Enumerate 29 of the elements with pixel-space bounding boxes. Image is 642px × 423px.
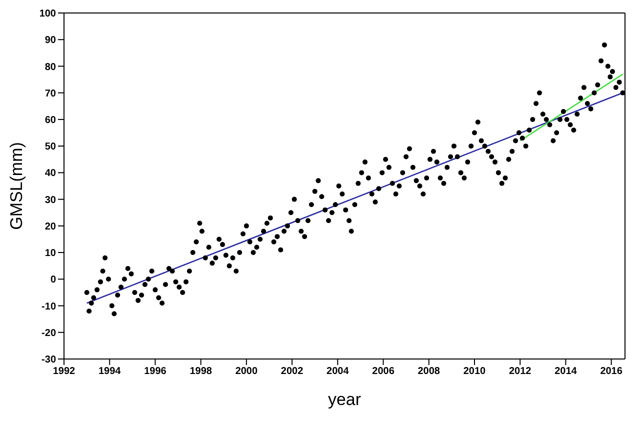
x-tick-label: 2010 xyxy=(463,366,486,378)
x-tick-label: 2000 xyxy=(235,366,258,378)
y-tick-label: 80 xyxy=(44,62,56,73)
y-tick-label: 10 xyxy=(44,248,56,260)
x-tick-label: 2012 xyxy=(508,366,532,378)
y-tick-label: -20 xyxy=(42,328,56,339)
x-tick-label: 2006 xyxy=(372,366,395,378)
y-tick-label: 20 xyxy=(44,221,56,232)
y-tick-label: 50 xyxy=(44,142,56,153)
y-tick-label: 0 xyxy=(50,274,56,286)
x-tick-label: 1998 xyxy=(190,366,212,378)
y-tick-label: 90 xyxy=(44,35,56,46)
y-axis-title: GMSL(mm) xyxy=(7,142,26,230)
y-tick-label: 60 xyxy=(44,115,56,126)
x-tick-label: 1992 xyxy=(52,366,76,378)
x-tick-label: 1996 xyxy=(144,366,167,378)
y-tick-label: 100 xyxy=(39,8,56,20)
y-tick-label: -10 xyxy=(42,301,56,312)
x-tick-label: 2004 xyxy=(326,366,350,378)
x-tick-label: 2016 xyxy=(600,366,623,378)
x-tick-label: 2002 xyxy=(280,366,304,378)
x-axis-title: year xyxy=(328,390,362,409)
x-tick-label: 2008 xyxy=(418,366,440,378)
y-tick-label: 70 xyxy=(44,88,56,100)
x-tick-label: 2014 xyxy=(554,366,578,378)
x-tick-label: 1994 xyxy=(98,366,122,378)
y-tick-label: 40 xyxy=(44,168,56,180)
y-tick-label: 30 xyxy=(44,194,56,206)
y-tick-label: -30 xyxy=(42,354,56,366)
